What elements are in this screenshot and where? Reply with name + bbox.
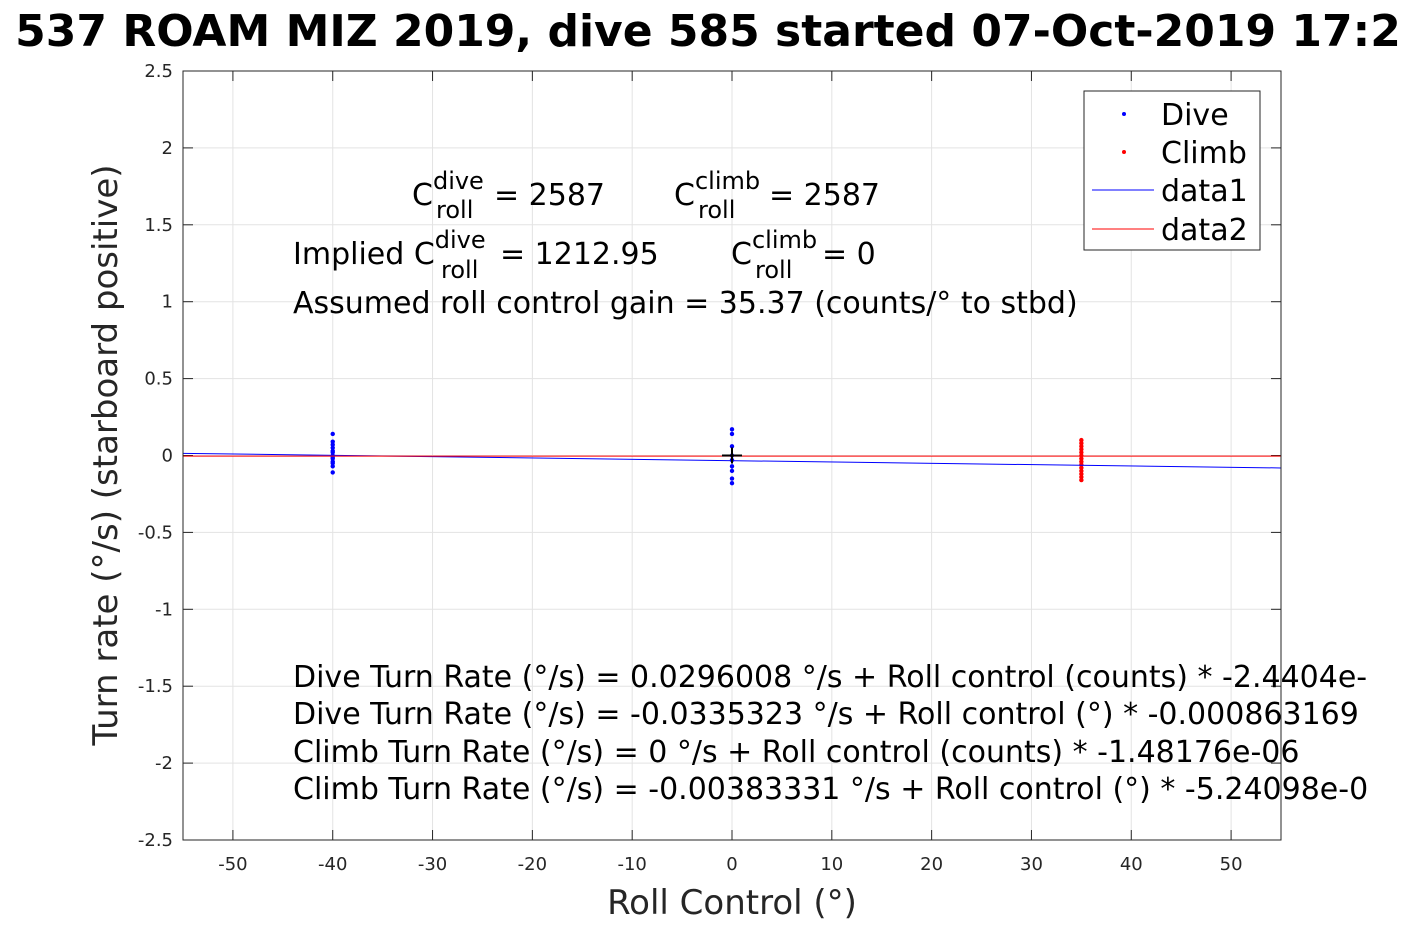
dive-point	[330, 431, 335, 437]
legend-data1-label: data1	[1161, 174, 1248, 209]
c-roll-dive-base: C	[412, 178, 433, 213]
dive-point	[330, 456, 335, 461]
y-tick-label: 0	[162, 446, 173, 467]
chart-title: 537 ROAM MIZ 2019, dive 585 started 07-O…	[15, 6, 1401, 57]
fit-equation: Dive Turn Rate (°/s) = 0.0296008 °/s + R…	[293, 660, 1367, 695]
implied-dive-value: = 1212.95	[500, 237, 659, 272]
c-roll-dive-sup: dive	[433, 167, 484, 195]
y-tick-label: 2	[162, 138, 173, 159]
y-axis-label: Turn rate (°/s) (starboard positive)	[86, 164, 126, 746]
y-tick-label: 1	[162, 292, 173, 313]
climb-point	[1079, 437, 1084, 443]
x-tick-label: 0	[726, 854, 737, 875]
dive-point	[330, 460, 335, 466]
implied-dive-sub: roll	[441, 256, 478, 284]
dive-point	[729, 476, 735, 481]
implied-climb-sub: roll	[755, 256, 792, 284]
implied-climb-value: = 0	[822, 237, 876, 272]
fit-equation: Dive Turn Rate (°/s) = -0.0335323 °/s + …	[293, 697, 1359, 732]
y-tick-label: 1.5	[144, 215, 173, 236]
y-tick-label: -1.5	[138, 676, 173, 697]
implied-c-roll-dive-annotation: Implied Cdive	[293, 226, 486, 272]
x-tick-label: -30	[418, 854, 447, 875]
legend-dive-label: Dive	[1161, 98, 1229, 133]
climb-point	[1079, 447, 1084, 452]
c-roll-climb-value: = 2587	[769, 178, 880, 213]
legend-data2-label: data2	[1161, 213, 1248, 248]
climb-point	[1079, 474, 1084, 480]
x-tick-label: 50	[1220, 854, 1243, 875]
roll-control-gain-annotation: Assumed roll control gain = 35.37 (count…	[293, 286, 1078, 321]
climb-point	[1079, 477, 1084, 483]
dive-point	[729, 444, 735, 449]
dive-point	[330, 439, 335, 444]
legend-climb-marker	[1122, 150, 1126, 154]
x-tick-label: -50	[218, 854, 247, 875]
climb-point	[1079, 468, 1084, 474]
x-tick-label: 30	[1020, 854, 1043, 875]
y-tick-label: 2.5	[144, 61, 173, 82]
implied-dive-sup: dive	[435, 226, 486, 254]
legend-climb-label: Climb	[1161, 136, 1247, 171]
climb-point	[1079, 462, 1084, 467]
c-roll-climb-sub: roll	[698, 196, 735, 224]
y-tick-label: -1	[155, 599, 173, 620]
legend-box	[1083, 90, 1261, 251]
c-roll-climb-annotation: Cclimb	[674, 167, 760, 213]
fit-equation: Climb Turn Rate (°/s) = 0 °/s + Roll con…	[293, 735, 1299, 770]
climb-point	[1079, 471, 1084, 477]
y-tick-label: 0.5	[144, 369, 173, 390]
fit-equations: Dive Turn Rate (°/s) = 0.0296008 °/s + R…	[293, 660, 1368, 807]
dive-point	[330, 442, 335, 447]
fit-equation: Climb Turn Rate (°/s) = -0.00383331 °/s …	[293, 772, 1368, 807]
x-tick-label: -40	[318, 854, 347, 875]
c-roll-dive-sub: roll	[436, 196, 473, 224]
dive-point	[330, 464, 335, 469]
data-marks	[182, 427, 1282, 486]
x-axis-label: Roll Control (°)	[607, 883, 857, 923]
coefficient-annotations: Cdive roll = 2587 Cclimb roll = 2587 Imp…	[293, 167, 1078, 321]
dive-point	[729, 468, 735, 474]
plot-frame	[182, 70, 1282, 841]
axis-ticks: -50 -40 -30 -20 -10 0 10 20 30 40 50 2.5 2 1.5 1 0.5 0 -0…	[138, 61, 1281, 875]
legend: Dive Climb data1 data2	[1083, 90, 1261, 251]
implied-climb-sup: climb	[752, 226, 817, 254]
x-tick-label: 20	[920, 854, 943, 875]
dive-point	[729, 464, 735, 469]
legend-dive-marker	[1122, 112, 1126, 116]
dive-point	[729, 427, 735, 432]
x-tick-label: 40	[1120, 854, 1143, 875]
x-tick-label: -20	[518, 854, 547, 875]
implied-c-prefix: Implied C	[293, 237, 435, 272]
x-tick-label: -10	[617, 854, 646, 875]
y-tick-label: -2.5	[138, 830, 173, 851]
dive-point	[729, 431, 735, 437]
c-roll-climb-base: C	[674, 178, 695, 213]
c-roll-dive-value: = 2587	[494, 178, 605, 213]
climb-point	[1079, 450, 1084, 455]
climb-point	[1079, 456, 1084, 461]
dive-point	[330, 450, 335, 455]
climb-point	[1079, 444, 1084, 449]
c-roll-climb-sup: climb	[695, 167, 760, 195]
c-roll-dive-annotation: Cdive	[412, 167, 484, 213]
dive-point	[330, 445, 335, 451]
climb-point	[1079, 453, 1084, 458]
climb-point	[1079, 440, 1084, 446]
y-tick-label: -2	[155, 753, 173, 774]
implied-c-roll-climb-annotation: Cclimb	[731, 226, 817, 272]
implied-climb-base: C	[731, 237, 752, 272]
climb-point	[1079, 465, 1084, 471]
dive-point	[729, 480, 735, 486]
x-tick-label: 10	[820, 854, 843, 875]
dive-point	[330, 470, 335, 475]
climb-point	[1079, 459, 1084, 464]
y-tick-label: -0.5	[138, 522, 173, 543]
